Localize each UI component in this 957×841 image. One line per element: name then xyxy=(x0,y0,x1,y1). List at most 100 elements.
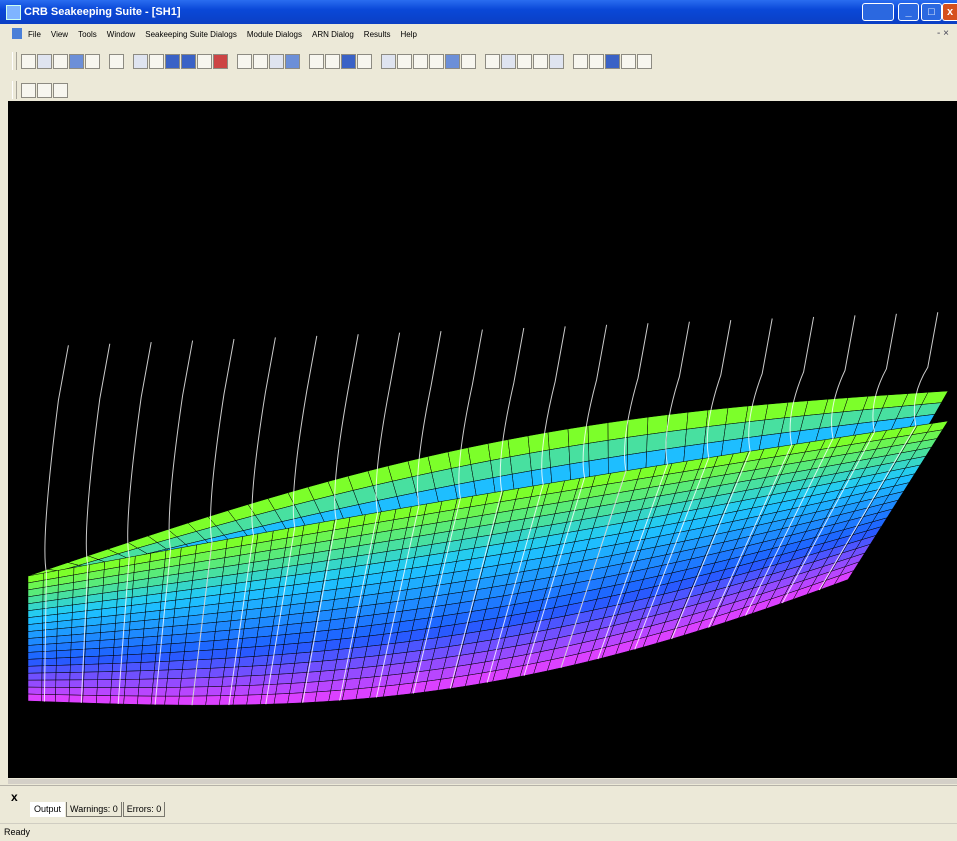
close-window-button[interactable]: x xyxy=(942,3,957,21)
toolbar-button-icon[interactable] xyxy=(133,53,148,69)
toolbar-button-icon[interactable] xyxy=(309,53,324,69)
horizontal-scrollbar[interactable] xyxy=(8,779,957,784)
hull-near-panel xyxy=(83,671,99,681)
toolbar-button-icon[interactable] xyxy=(269,53,284,69)
toolbar-button-icon[interactable] xyxy=(109,53,124,69)
menu-window[interactable]: Window xyxy=(106,30,136,39)
toolbar-button-icon[interactable] xyxy=(413,53,428,69)
hull-near-panel xyxy=(299,621,317,634)
menu-module-dialogs[interactable]: Module Dialogs xyxy=(246,30,302,39)
menu-help[interactable]: Help xyxy=(400,30,417,39)
station-line xyxy=(781,313,897,604)
hull-far-panel xyxy=(568,443,590,465)
hull-far-panel xyxy=(686,409,709,430)
hull-near-panel xyxy=(184,641,201,652)
tab-output[interactable]: Output xyxy=(30,802,66,817)
toolbar-button-icon[interactable] xyxy=(533,53,548,69)
toolbar-button-icon[interactable] xyxy=(341,53,356,69)
hull-near-panel xyxy=(252,655,269,667)
hull-near-panel xyxy=(125,662,142,672)
toolbar-button-icon[interactable] xyxy=(285,53,300,69)
window-title: CRB Seakeeping Suite - [SH1] xyxy=(24,6,181,18)
hull-near-panel xyxy=(56,657,71,666)
view-layout-button-icon[interactable] xyxy=(21,82,36,98)
toolbar-button-icon[interactable] xyxy=(517,53,532,69)
hull-near-panel xyxy=(342,688,359,701)
hull-near-panel xyxy=(109,695,125,705)
toolbar-button-icon[interactable] xyxy=(69,53,84,69)
toolbar-button-icon[interactable] xyxy=(485,53,500,69)
toolbar-grip[interactable] xyxy=(12,52,17,70)
menu-tools[interactable]: Tools xyxy=(78,30,97,39)
hull-near-panel xyxy=(208,667,225,678)
toolbar-button-icon[interactable] xyxy=(501,53,516,69)
toolbar-button-icon[interactable] xyxy=(325,53,340,69)
hull-near-panel xyxy=(330,679,347,692)
hull-near-panel xyxy=(99,639,115,649)
menu-file[interactable]: File xyxy=(28,30,41,39)
toolbar-grip[interactable] xyxy=(12,81,17,99)
mdi-controls[interactable]: - × xyxy=(937,28,949,39)
toolbar-button-icon[interactable] xyxy=(21,53,36,69)
toolbar-button-icon[interactable] xyxy=(621,53,636,69)
toolbar-button-icon[interactable] xyxy=(549,53,564,69)
hull-near-panel xyxy=(250,664,267,677)
hull-near-panel xyxy=(242,627,259,639)
toolbar-button-icon[interactable] xyxy=(605,53,620,69)
hull-near-panel xyxy=(140,661,156,672)
minimize-button[interactable]: _ xyxy=(898,3,919,21)
hull-near-panel xyxy=(114,629,130,640)
hull-far-panel xyxy=(684,426,707,447)
toolbar-button-icon[interactable] xyxy=(181,53,196,69)
toolbar-button-icon[interactable] xyxy=(637,53,652,69)
view-layout-button-icon[interactable] xyxy=(53,82,68,98)
toolbar-button-icon[interactable] xyxy=(397,53,412,69)
hull-near-panel xyxy=(285,622,303,635)
toolbar-button-icon[interactable] xyxy=(53,53,68,69)
toolbar-button-icon[interactable] xyxy=(357,53,372,69)
hull-near-panel xyxy=(197,649,214,661)
menu-seakeeping-dialogs[interactable]: Seakeeping Suite Dialogs xyxy=(145,30,237,39)
document-icon[interactable] xyxy=(12,28,22,39)
hull-near-panel xyxy=(344,677,361,691)
hull-near-panel xyxy=(85,632,101,642)
toolbar-button-icon[interactable] xyxy=(165,53,180,69)
toolbar-button-icon[interactable] xyxy=(237,53,252,69)
hull-near-panel xyxy=(199,631,216,642)
menu-arn-dialog[interactable]: ARN Dialog xyxy=(312,30,354,39)
hull-far-panel xyxy=(646,431,668,453)
hull-near-panel xyxy=(236,665,253,677)
hull-near-panel xyxy=(98,647,115,657)
toolbar-button-icon[interactable] xyxy=(445,53,460,69)
help-button[interactable] xyxy=(862,3,894,21)
hull-near-panel xyxy=(143,618,160,630)
hull-near-panel xyxy=(230,609,248,622)
toolbar-button-icon[interactable] xyxy=(213,53,228,69)
tab-warnings[interactable]: Warnings: 0 xyxy=(66,802,122,817)
3d-viewport[interactable] xyxy=(8,101,957,778)
hull-near-panel xyxy=(139,670,155,680)
hull-near-panel xyxy=(123,695,139,705)
tab-errors[interactable]: Errors: 0 xyxy=(122,802,166,817)
toolbar-button-icon[interactable] xyxy=(461,53,476,69)
toolbar-button-icon[interactable] xyxy=(37,53,52,69)
toolbar-button-icon[interactable] xyxy=(253,53,268,69)
hull-near-panel xyxy=(114,621,131,632)
toolbar-button-icon[interactable] xyxy=(429,53,444,69)
toolbar-button-icon[interactable] xyxy=(589,53,604,69)
menu-view[interactable]: View xyxy=(50,30,69,39)
hull-near-panel xyxy=(212,639,229,651)
hull-near-panel xyxy=(350,646,368,659)
toolbar-button-icon[interactable] xyxy=(381,53,396,69)
hull-near-panel xyxy=(182,659,198,670)
close-output-icon[interactable]: x xyxy=(11,790,18,804)
hull-far-panel xyxy=(665,428,687,450)
toolbar-button-icon[interactable] xyxy=(197,53,212,69)
toolbar-button-icon[interactable] xyxy=(573,53,588,69)
hull-near-panel xyxy=(150,695,166,706)
toolbar-button-icon[interactable] xyxy=(85,53,100,69)
maximize-button[interactable]: □ xyxy=(921,3,942,21)
menu-results[interactable]: Results xyxy=(363,30,391,39)
toolbar-button-icon[interactable] xyxy=(149,53,164,69)
view-layout-button-icon[interactable] xyxy=(37,82,52,98)
